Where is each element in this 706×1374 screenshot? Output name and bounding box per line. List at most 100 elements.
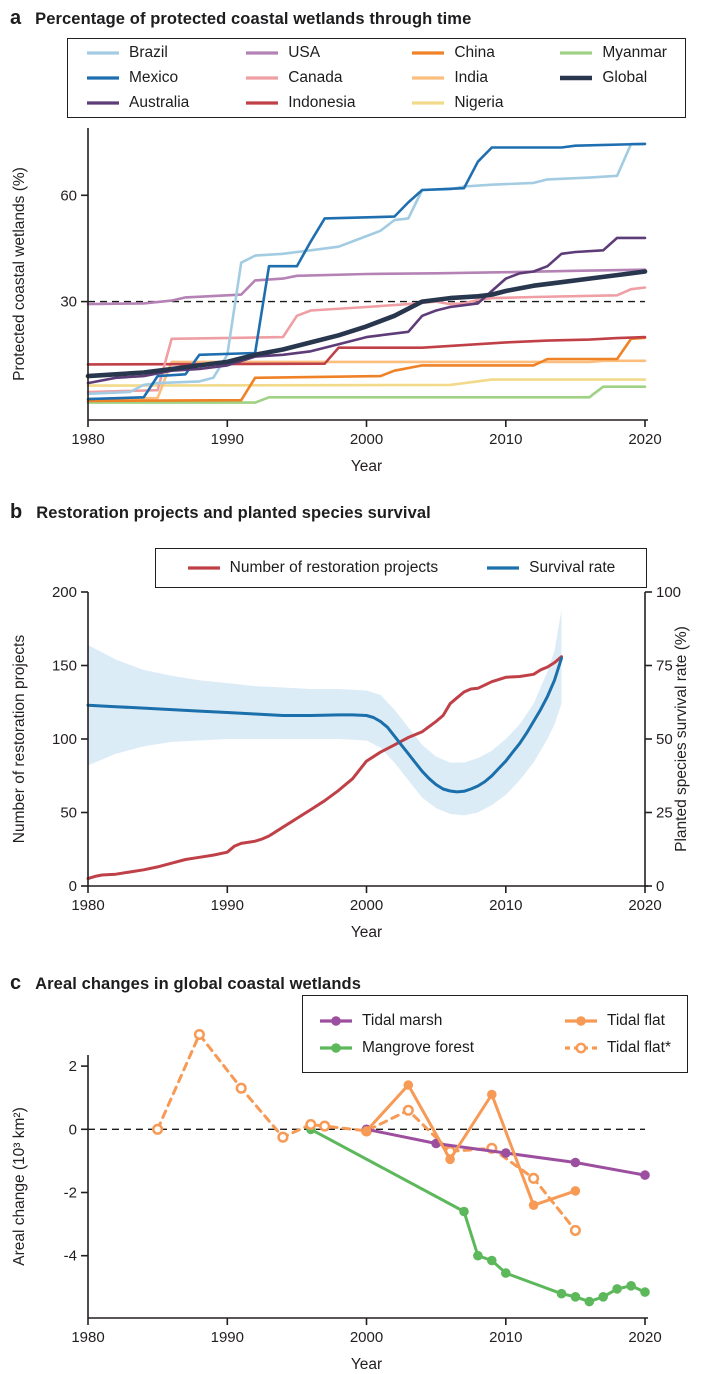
data-point-marker <box>235 1082 247 1094</box>
y-tick-label: 50 <box>60 805 77 822</box>
legend-label: Australia <box>129 94 190 111</box>
x-tick-label: 2020 <box>628 897 661 914</box>
panel-a-header: a Percentage of protected coastal wetlan… <box>10 8 471 28</box>
data-point-marker <box>501 1268 511 1278</box>
myanmar-line <box>86 385 647 404</box>
data-point-marker <box>361 1126 372 1136</box>
data-point-marker <box>640 1287 650 1297</box>
x-tick-label: 2020 <box>628 431 661 448</box>
x-tick-label: 2020 <box>628 1329 661 1346</box>
data-point-marker <box>626 1281 636 1291</box>
mangrove-forest-line <box>309 1127 647 1304</box>
data-point-marker <box>640 1170 650 1180</box>
legend-swatch-indonesia <box>246 101 279 105</box>
panel-b-header: b Restoration projects and planted speci… <box>10 502 431 522</box>
legend-swatch-nigeria <box>412 101 445 105</box>
y-tick-label: -4 <box>64 1248 77 1265</box>
legend-label: India <box>454 69 488 86</box>
mexico-line <box>86 142 647 401</box>
legend-swatch-survival-rate <box>487 566 520 570</box>
right-y-axis-title: Planted species survival rate (%) <box>673 626 690 852</box>
panel-b-plot: 1980 1990 2000 2010 202005010015020002550751… <box>11 584 690 941</box>
legend-swatch-canada <box>246 76 279 80</box>
legend-label: Tidal flat <box>606 1011 665 1029</box>
legend-swatch-australia <box>87 101 119 105</box>
y-tick-label: 0 <box>69 878 77 895</box>
data-point-marker <box>570 1292 581 1302</box>
x-tick-label: 1980 <box>71 431 104 448</box>
x-axis-title: Year <box>351 1356 382 1373</box>
y-tick-label: -2 <box>64 1185 77 1202</box>
panel-b: b Restoration projects and planted speci… <box>0 490 706 965</box>
brazil-line <box>86 142 647 396</box>
panel-c-letter: c <box>10 972 22 994</box>
y-tick-label: 2 <box>69 1058 77 1075</box>
panel-c-header: c Areal changes in global coastal wetlan… <box>10 973 361 993</box>
legend-label: USA <box>288 44 321 61</box>
legend-item-global: Global <box>559 69 667 87</box>
y-tick-label: 60 <box>60 187 77 204</box>
panel-b-letter: b <box>10 501 23 523</box>
right-y-tick-label: 100 <box>656 584 681 601</box>
legend-label: Tidal marsh <box>362 1011 443 1029</box>
data-point-marker <box>528 1200 539 1210</box>
x-tick-label: 1980 <box>71 1329 104 1346</box>
x-tick-label: 2000 <box>350 897 383 914</box>
legend-label: Myanmar <box>602 44 667 61</box>
legend-label: Nigeria <box>454 94 504 111</box>
x-tick-label: 1990 <box>211 897 244 914</box>
y-tick-label: 100 <box>52 731 77 748</box>
legend-item-usa: USA <box>245 44 355 62</box>
tidal-flat-line <box>156 1033 577 1232</box>
number-of-restoration-projects-line <box>86 655 563 881</box>
legend-item-mangrove-forest: Mangrove forest <box>319 1039 474 1057</box>
panel-c-legend: Tidal marsh Mangrove forest Tidal flat Tida… <box>302 995 688 1073</box>
data-point-marker <box>445 1154 455 1165</box>
legend-swatch-tidal-marsh <box>320 1015 352 1026</box>
legend-swatch-global <box>560 75 593 81</box>
data-point-marker <box>319 1120 331 1132</box>
legend-item-tidal-marsh: Tidal marsh <box>319 1012 474 1030</box>
legend-swatch-india <box>412 76 445 80</box>
legend-swatch-tidal-flat <box>564 1042 597 1053</box>
legend-label: China <box>454 44 495 61</box>
legend-label: Indonesia <box>288 94 356 111</box>
legend-label: Mexico <box>129 69 179 86</box>
x-axis-title: Year <box>351 458 382 475</box>
legend-item-mexico: Mexico <box>86 69 189 87</box>
legend-swatch-mangrove-forest <box>320 1042 352 1053</box>
data-point-marker <box>152 1123 164 1135</box>
panel-a-title: Percentage of protected coastal wetlands… <box>35 10 472 28</box>
legend-item-india: India <box>411 69 503 87</box>
panel-a-plot: 1980 1990 2000 2010 2020 30 60 Year Protected co… <box>11 128 662 475</box>
survival-rate-line <box>86 656 563 794</box>
legend-label: Mangrove forest <box>362 1038 474 1056</box>
right-y-tick-label: 75 <box>656 658 673 675</box>
legend-swatch-tidal-flat <box>564 1015 597 1026</box>
panel-b-title: Restoration projects and planted species… <box>36 504 431 522</box>
china-line <box>86 336 647 403</box>
legend-swatch-myanmar <box>560 51 593 55</box>
x-tick-label: 1990 <box>211 1329 244 1346</box>
legend-item-china: China <box>411 44 503 62</box>
panel-c: c Areal changes in global coastal wetlan… <box>0 965 706 1374</box>
legend-item-myanmar: Myanmar <box>559 44 667 62</box>
legend-item-australia: Australia <box>86 94 189 112</box>
y-tick-label: 30 <box>60 294 77 311</box>
legend-label: Brazil <box>129 44 168 61</box>
legend-item-canada: Canada <box>245 69 355 87</box>
x-tick-label: 2000 <box>350 431 383 448</box>
indonesia-line <box>86 335 647 366</box>
y-axis-title: Areal change (10³ km²) <box>11 1107 28 1266</box>
legend-swatch-number-of-restoration-projects <box>187 566 220 570</box>
legend-item-brazil: Brazil <box>86 44 189 62</box>
data-point-marker <box>459 1206 469 1217</box>
data-point-marker <box>193 1028 205 1041</box>
data-point-marker <box>473 1250 483 1261</box>
panel-b-legend: Number of restoration projects Survival r… <box>155 548 647 588</box>
legend-swatch-brazil <box>87 51 119 55</box>
data-point-marker <box>598 1292 608 1302</box>
x-tick-label: 2010 <box>489 897 522 914</box>
x-tick-label: 2000 <box>350 1329 383 1346</box>
